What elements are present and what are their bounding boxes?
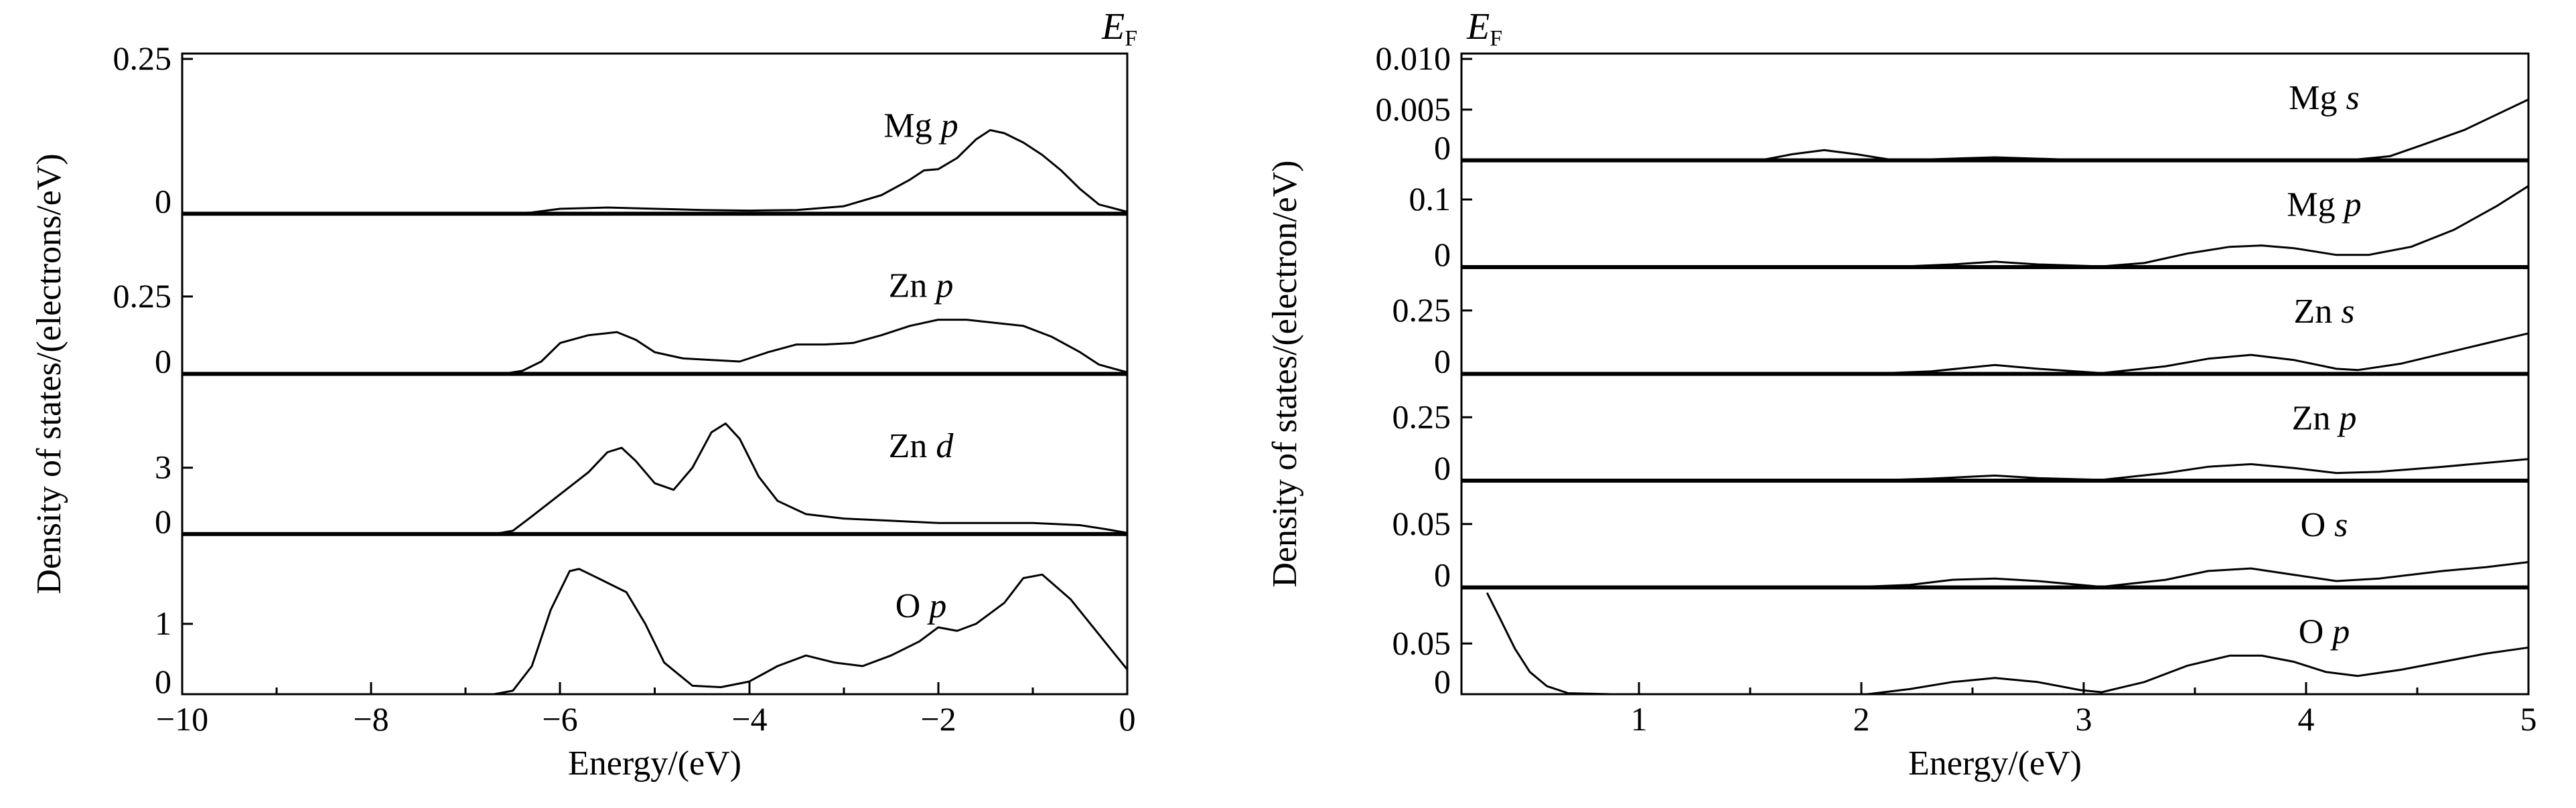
panel-zn-p: 0.25 0 Zn p — [1392, 398, 2529, 487]
x-tick-label: 1 — [1631, 700, 1648, 738]
y-tick-label: 0.25 — [1392, 291, 1451, 329]
panel-label-orbital: p — [926, 587, 946, 625]
fermi-label-sub: F — [1490, 26, 1502, 51]
panel-zn-d: 3 0 Zn d — [155, 422, 1128, 540]
fermi-level-label: EF — [1466, 6, 1502, 51]
y-axis-title: Density of states/(electrons/eV) — [30, 153, 68, 594]
panel-o-p: 0.050 O p — [1392, 592, 2529, 700]
panel-label: Zn d — [889, 427, 954, 465]
x-tick-label: 2 — [1853, 700, 1870, 738]
dos-curve — [1461, 458, 2529, 482]
y-tick-label: 0.010 — [1376, 39, 1451, 77]
fermi-level-label: EF — [1101, 6, 1137, 51]
panel-label: O p — [896, 587, 947, 625]
dos-curve — [1461, 185, 2529, 268]
y-tick-label: 0.05 — [1392, 624, 1451, 661]
y-tick-label: 3 — [155, 449, 171, 486]
y-tick-label: 0.1 — [1409, 180, 1451, 218]
panel-label: Zn p — [2292, 399, 2357, 437]
panel-label-element: O — [896, 587, 930, 625]
y-tick-label: 0 — [1434, 449, 1451, 487]
x-axis-title: Energy/(eV) — [1908, 744, 2082, 783]
y-tick-label: 0.005 — [1376, 90, 1451, 128]
panel-label-element: Mg — [883, 106, 940, 145]
dos-curve — [1461, 561, 2529, 588]
panel-label: O s — [2301, 506, 2348, 544]
x-tick-label: −10 — [156, 700, 208, 738]
y-tick-label: 0.25 — [113, 39, 172, 77]
dos-curve — [182, 568, 1129, 696]
x-tick-label: −8 — [353, 700, 388, 738]
panel-label-element: Mg — [2289, 79, 2346, 117]
dos-curve — [182, 319, 1128, 375]
x-tick-label: −6 — [542, 700, 577, 738]
panel-label-orbital: p — [2330, 613, 2350, 651]
panel-label: Mg s — [2289, 79, 2360, 117]
y-axis-title: Density of states/(electron/eV) — [1266, 160, 1304, 587]
y-tick-label: 0 — [1434, 663, 1451, 700]
panel-label-element: Zn — [889, 267, 936, 305]
y-tick-label: 0 — [1434, 556, 1451, 594]
panel-label-element: O — [2301, 506, 2335, 544]
y-tick-label: 0.05 — [1392, 505, 1451, 542]
y-tick-label: 0 — [155, 182, 171, 220]
panel-label-orbital: p — [933, 267, 953, 305]
x-tick-label: −4 — [731, 700, 767, 738]
y-tick-label: 0.25 — [1392, 398, 1451, 435]
panel-label-orbital: p — [938, 106, 958, 145]
panel-label: O p — [2299, 613, 2350, 651]
y-tick-label: 0 — [155, 503, 171, 540]
panel-zn-s: 0.25 0 Zn s — [1392, 291, 2529, 380]
y-tick-label: 0 — [155, 663, 171, 700]
panel-zn-p: 0.25 0 Zn p — [113, 267, 1128, 380]
panel-label-orbital: s — [2346, 79, 2360, 117]
dos-curve — [1486, 592, 2529, 696]
fermi-label-main: E — [1466, 6, 1490, 48]
x-tick-label: −2 — [920, 700, 956, 738]
x-tick-label: 5 — [2520, 700, 2537, 738]
panel-label-element: O — [2299, 613, 2333, 651]
panel-label-orbital: p — [2336, 399, 2356, 437]
panel-mg-p: 0.25 0 Mg p — [113, 39, 1128, 220]
fermi-label-main: E — [1101, 6, 1125, 48]
panel-label-orbital: d — [936, 427, 954, 465]
x-tick-label: 4 — [2298, 700, 2315, 738]
x-tick-label: 3 — [2076, 700, 2092, 738]
x-tick-label: 0 — [1119, 700, 1136, 738]
panel-label-element: Zn — [889, 427, 936, 465]
panel-label-element: Zn — [2293, 293, 2341, 331]
panel-mg-p: 0.1 0 Mg p — [1409, 180, 2529, 273]
panel-label: Zn p — [889, 267, 954, 305]
panel-label-orbital: s — [2334, 506, 2348, 544]
y-tick-label: 0 — [1434, 343, 1451, 380]
panel-o-p: 1 0 O p — [155, 568, 1129, 700]
y-tick-label: 0 — [1434, 129, 1451, 167]
panel-label-element: Zn — [2292, 399, 2340, 437]
panel-label: Zn s — [2293, 293, 2354, 331]
x-axis-title: Energy/(eV) — [568, 744, 741, 783]
panel-label: Mg p — [883, 106, 958, 145]
dos-chart-left: 0.25 0 Mg p 0.25 0 Zn p 3 0 Zn d 1 0 O p −10 −8 −6 −4 −2… — [30, 6, 1137, 783]
panel-label-orbital: s — [2341, 293, 2354, 331]
y-tick-label: 0 — [1434, 236, 1451, 273]
panel-o-s: 0.05 0 O s — [1392, 505, 2529, 594]
y-tick-label: 1 — [155, 604, 171, 642]
panel-label-element: Mg — [2287, 185, 2344, 224]
dos-curve — [182, 129, 1128, 215]
y-tick-label: 0.25 — [113, 277, 172, 315]
dos-curve — [1461, 332, 2529, 375]
panel-label: Mg p — [2287, 185, 2361, 224]
y-tick-label: 0 — [155, 343, 171, 380]
dos-curve — [182, 422, 1128, 536]
panel-label-orbital: p — [2342, 185, 2362, 224]
fermi-label-sub: F — [1125, 26, 1137, 51]
dos-curve — [1461, 98, 2529, 161]
